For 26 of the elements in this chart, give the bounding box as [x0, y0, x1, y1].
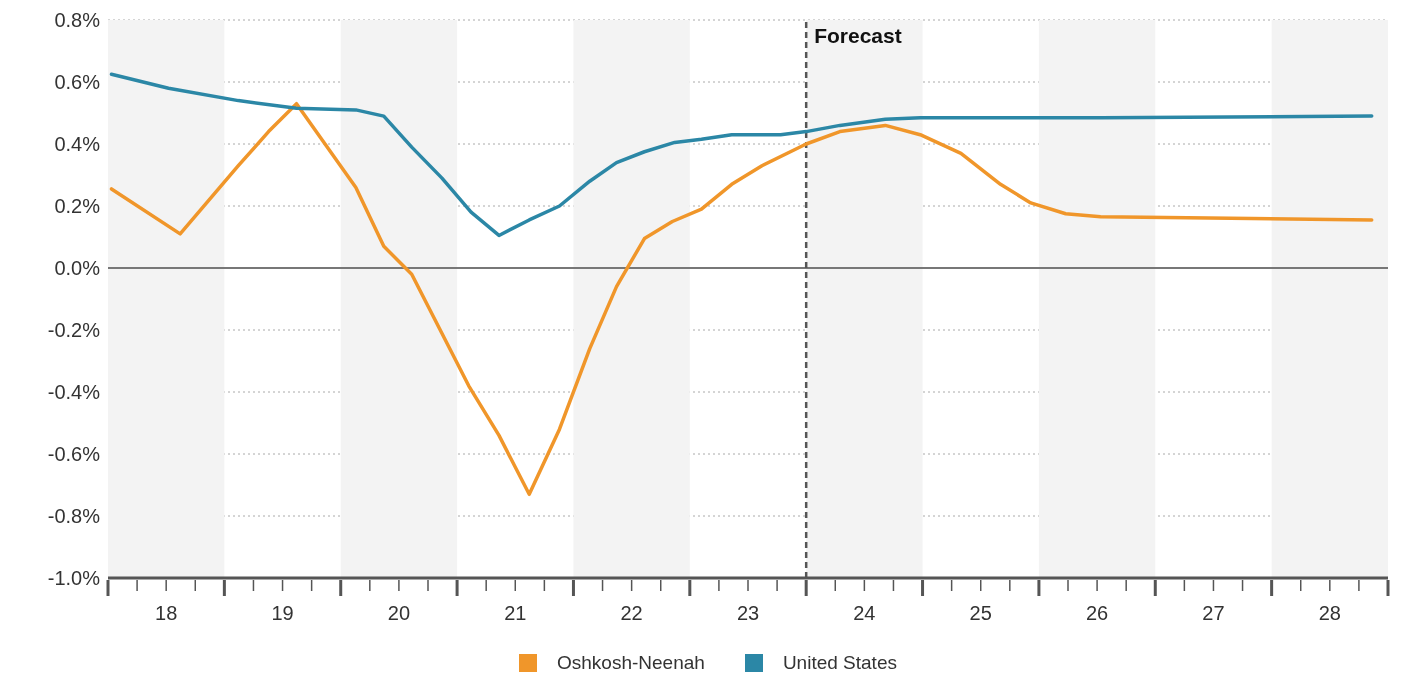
y-tick-label: -0.8% [47, 505, 101, 528]
x-tick-label: 24 [853, 602, 876, 624]
y-tick-label: 0.8% [54, 9, 101, 32]
x-tick-label: 21 [504, 602, 527, 624]
x-tick-label: 28 [1318, 602, 1341, 624]
y-tick-label: -0.4% [47, 381, 101, 404]
y-tick-label: -1.0% [47, 567, 101, 590]
x-tick-label: 18 [155, 602, 178, 624]
x-tick-label: 23 [736, 602, 760, 624]
ref-line-label: Forecast [814, 23, 902, 47]
y-tick-label: -0.6% [47, 443, 101, 466]
x-tick-label: 19 [271, 602, 294, 624]
x-tick-label: 22 [620, 602, 643, 624]
y-tick-label: 0.4% [54, 133, 101, 156]
line-series [109, 72, 1374, 238]
y-tick-label: 0.0% [54, 257, 101, 280]
x-tick-label: 25 [969, 602, 992, 624]
legend-label: United States [782, 652, 897, 674]
x-tick-label: 20 [387, 602, 411, 624]
x-tick-label: 26 [1085, 602, 1109, 624]
y-tick-label: 0.6% [54, 71, 101, 94]
line-series [109, 101, 1374, 497]
legend-label: Oshkosh-Neenah [557, 652, 705, 674]
y-tick-label: -0.2% [47, 319, 101, 342]
x-tick-label: 27 [1202, 602, 1225, 624]
y-tick-label: 0.2% [54, 195, 101, 218]
